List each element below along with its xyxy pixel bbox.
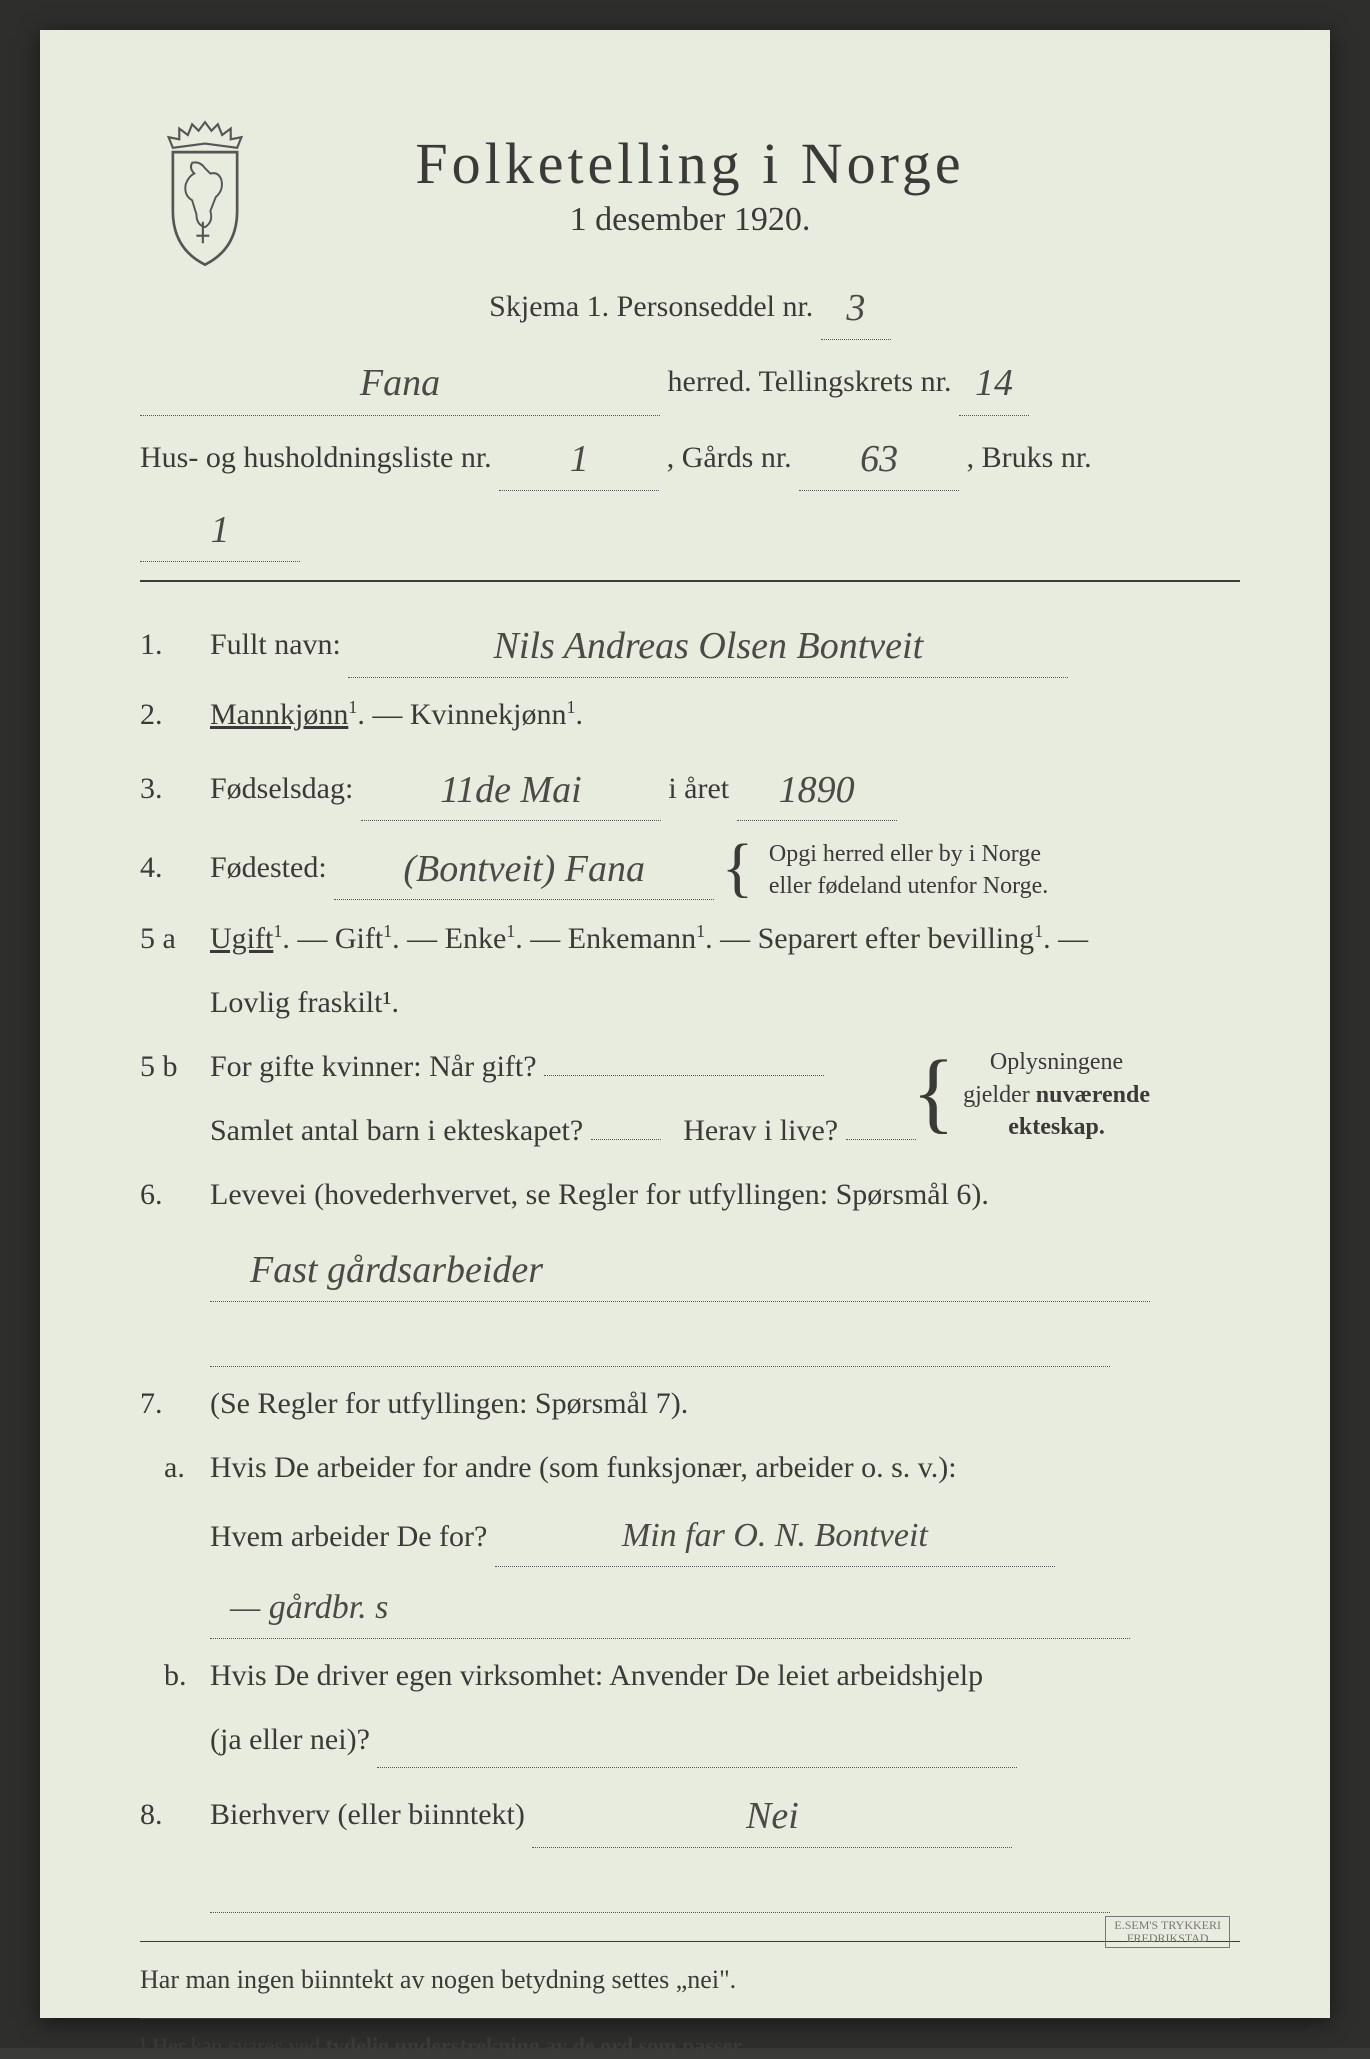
- page-subtitle: 1 desember 1920.: [140, 201, 1240, 239]
- footer-note2b: tydelig understrekning av de ord som pas…: [326, 2033, 746, 2058]
- q7-num: 7.: [140, 1377, 210, 1431]
- tellingskrets-nr: 14: [975, 362, 1013, 404]
- bruks-label: , Bruks nr.: [967, 441, 1092, 474]
- footer-note2a: ¹ Her kan svares ved: [140, 2033, 326, 2058]
- q2-mannkjonn: Mannkjønn: [210, 698, 348, 731]
- bruks-nr: 1: [211, 509, 230, 551]
- q5b-note-c: ekteskap.: [1008, 1114, 1105, 1140]
- q5b-num: 5 b: [140, 1040, 210, 1094]
- personseddel-nr: 3: [846, 287, 865, 329]
- personseddel-row: Skjema 1. Personseddel nr. 3: [140, 269, 1240, 340]
- q7a-row2: Hvem arbeider De for? Min far O. N. Bont…: [140, 1505, 1240, 1567]
- q2-row: 2. Mannkjønn1. — Kvinnekjønn1.: [140, 688, 1240, 742]
- q5b-label-a: For gifte kvinner: Når gift?: [210, 1050, 537, 1083]
- gards-nr: 63: [860, 438, 898, 480]
- q3-row: 3. Fødselsdag: 11de Mai i året 1890: [140, 752, 1240, 821]
- herred-value: Fana: [360, 362, 440, 404]
- q7a-num: a.: [140, 1441, 210, 1495]
- q3-label-b: i året: [668, 772, 729, 805]
- printer-stamp: E.SEM'S TRYKKERI FREDRIKSTAD: [1105, 1916, 1230, 1948]
- q3-year: 1890: [779, 769, 855, 811]
- q4-num: 4.: [140, 841, 210, 895]
- q8-row: 8. Bierhverv (eller biinntekt) Nei: [140, 1778, 1240, 1847]
- stamp-line1: E.SEM'S TRYKKERI: [1114, 1918, 1221, 1932]
- divider-top: [140, 580, 1240, 582]
- divider-foot: [140, 2018, 1240, 2019]
- q8-value: Nei: [746, 1795, 799, 1837]
- q5b-note-a: Oplysningene: [990, 1049, 1123, 1075]
- q5b-sidenote: { Oplysningene gjelder nuværende ekteska…: [912, 1046, 1150, 1143]
- q7b-line1: Hvis De driver egen virksomhet: Anvender…: [210, 1649, 1240, 1703]
- q2-period: .: [575, 698, 583, 731]
- page-title: Folketelling i Norge: [140, 130, 1240, 197]
- q7a-line2: Hvem arbeider De for?: [210, 1520, 487, 1553]
- q2-num: 2.: [140, 688, 210, 742]
- q7a-line1: Hvis De arbeider for andre (som funksjon…: [210, 1441, 1240, 1495]
- q5a-row: 5 a Ugift1. — Gift1. — Enke1. — Enkemann…: [140, 912, 1240, 966]
- q1-num: 1.: [140, 618, 210, 672]
- q7b-row1: b. Hvis De driver egen virksomhet: Anven…: [140, 1649, 1240, 1703]
- q6-label: Levevei (hovederhvervet, se Regler for u…: [210, 1168, 1240, 1222]
- stamp-line2: FREDRIKSTAD: [1127, 1931, 1209, 1945]
- q4-value: (Bontveit) Fana: [403, 848, 645, 890]
- q5b-label-c: Herav i live?: [683, 1114, 838, 1147]
- q7-row: 7. (Se Regler for utfyllingen: Spørsmål …: [140, 1377, 1240, 1431]
- q1-value: Nils Andreas Olsen Bontveit: [494, 625, 924, 667]
- q3-num: 3.: [140, 762, 210, 816]
- q3-day: 11de Mai: [440, 769, 582, 811]
- q5a-num: 5 a: [140, 912, 210, 966]
- herred-label: herred. Tellingskrets nr.: [668, 365, 952, 398]
- q7a-row1: a. Hvis De arbeider for andre (som funks…: [140, 1441, 1240, 1495]
- q6-row: 6. Levevei (hovederhvervet, se Regler fo…: [140, 1168, 1240, 1222]
- q6-num: 6.: [140, 1168, 210, 1222]
- q5a-row2: Lovlig fraskilt¹.: [140, 976, 1240, 1030]
- q6-value: Fast gårdsarbeider: [250, 1249, 543, 1291]
- q7a-value1: Min far O. N. Bontveit: [622, 1517, 928, 1554]
- q4-row: 4. Fødested: (Bontveit) Fana { Opgi herr…: [140, 831, 1240, 903]
- husliste-nr: 1: [570, 438, 589, 480]
- q8-num: 8.: [140, 1788, 210, 1842]
- footer-note2: ¹ Her kan svares ved tydelig understrekn…: [140, 2033, 1240, 2059]
- q7b-row2: (ja eller nei)?: [140, 1713, 1240, 1768]
- coat-of-arms-icon: [150, 120, 260, 270]
- q4-note-a: Opgi herred eller by i Norge: [769, 841, 1041, 867]
- q4-label: Fødested:: [210, 851, 327, 884]
- header: Folketelling i Norge 1 desember 1920.: [140, 130, 1240, 239]
- q7b-num: b.: [140, 1649, 210, 1703]
- q8-label: Bierhverv (eller biinntekt): [210, 1798, 525, 1831]
- q5b-label-b: Samlet antal barn i ekteskapet?: [210, 1114, 583, 1147]
- q8-blank-row: [140, 1858, 1240, 1913]
- q6-value-row: Fast gårdsarbeider: [140, 1232, 1240, 1301]
- q2-sup1: 1: [348, 697, 357, 717]
- husliste-row: Hus- og husholdningsliste nr. 1 , Gårds …: [140, 420, 1240, 563]
- q7a-row3: — gårdbr. s: [140, 1577, 1240, 1639]
- q7-label: (Se Regler for utfyllingen: Spørsmål 7).: [210, 1377, 1240, 1431]
- q5a-text2: Lovlig fraskilt¹.: [210, 976, 1240, 1030]
- brace-icon: {: [722, 840, 754, 896]
- skjema-label: Skjema 1. Personseddel nr.: [489, 290, 813, 323]
- herred-row: Fana herred. Tellingskrets nr. 14: [140, 344, 1240, 415]
- q6-blank-row: [140, 1312, 1240, 1367]
- q7b-line2: (ja eller nei)?: [210, 1723, 370, 1756]
- divider-bottom: [140, 1941, 1240, 1942]
- page-background: Folketelling i Norge 1 desember 1920. Sk…: [0, 0, 1370, 2048]
- q2-kvinne: . — Kvinnekjønn: [357, 698, 566, 731]
- q1-row: 1. Fullt navn: Nils Andreas Olsen Bontve…: [140, 608, 1240, 677]
- q5b-note-b: gjelder nuværende: [963, 1082, 1150, 1108]
- brace-icon-2: {: [912, 1055, 955, 1132]
- husliste-label: Hus- og husholdningsliste nr.: [140, 441, 492, 474]
- q5b-row1: 5 b For gifte kvinner: Når gift? { Oplys…: [140, 1040, 1240, 1094]
- footer-note1: Har man ingen biinntekt av nogen betydni…: [140, 1956, 1240, 2004]
- q7a-value2: — gårdbr. s: [230, 1589, 388, 1626]
- census-form-paper: Folketelling i Norge 1 desember 1920. Sk…: [40, 30, 1330, 2018]
- gards-label: , Gårds nr.: [667, 441, 792, 474]
- q1-label: Fullt navn:: [210, 628, 341, 661]
- q3-label-a: Fødselsdag:: [210, 772, 353, 805]
- q4-note: Opgi herred eller by i Norge eller fødel…: [769, 838, 1048, 903]
- q4-note-b: eller fødeland utenfor Norge.: [769, 873, 1048, 899]
